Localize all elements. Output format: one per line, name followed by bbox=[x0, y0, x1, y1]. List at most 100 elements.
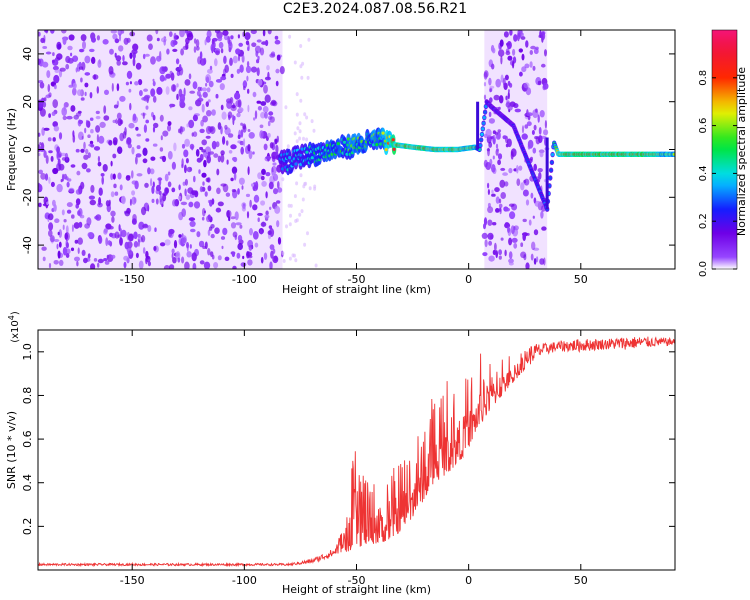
noise-blob bbox=[204, 191, 208, 197]
noise-blob bbox=[519, 71, 523, 77]
noise-blob bbox=[54, 69, 60, 73]
noise-blob bbox=[90, 144, 95, 148]
noise-blob bbox=[202, 207, 206, 217]
noise-blob bbox=[93, 258, 98, 262]
noise-blob bbox=[494, 187, 500, 193]
noise-blob bbox=[113, 104, 119, 109]
noise-blob bbox=[240, 262, 247, 267]
noise-blob bbox=[157, 177, 163, 181]
noise-blob bbox=[89, 199, 97, 206]
noise-blob bbox=[144, 53, 150, 57]
noise-blob bbox=[145, 105, 149, 110]
noise-blob bbox=[67, 57, 74, 64]
noise-blob bbox=[257, 212, 263, 216]
noise-blob bbox=[65, 225, 69, 234]
noise-blob bbox=[58, 259, 64, 266]
noise-blob bbox=[97, 161, 102, 167]
noise-blob bbox=[264, 94, 271, 103]
noise-blob bbox=[235, 48, 241, 55]
signal-core bbox=[305, 150, 309, 154]
noise-blob bbox=[150, 156, 156, 161]
noise-blob bbox=[193, 46, 197, 53]
noise-blob bbox=[503, 31, 509, 38]
noise-blob bbox=[532, 65, 536, 71]
noise-blob bbox=[228, 150, 233, 154]
noise-blob bbox=[85, 148, 89, 155]
noise-blob bbox=[525, 40, 529, 48]
noise-blob bbox=[131, 170, 134, 179]
noise-blob bbox=[68, 187, 75, 193]
noise-blob bbox=[494, 242, 497, 251]
noise-blob bbox=[208, 80, 214, 88]
noise-blob bbox=[498, 203, 503, 208]
sparse-dot bbox=[312, 128, 316, 133]
noise-blob bbox=[231, 114, 235, 121]
noise-blob bbox=[199, 146, 204, 151]
noise-blob bbox=[206, 155, 211, 164]
noise-blob bbox=[211, 198, 215, 205]
noise-blob bbox=[274, 205, 281, 214]
noise-blob bbox=[48, 176, 51, 184]
noise-blob bbox=[146, 34, 153, 42]
noise-blob bbox=[525, 262, 530, 269]
noise-blob bbox=[529, 50, 533, 55]
noise-blob bbox=[488, 255, 495, 262]
noise-blob bbox=[493, 94, 500, 101]
noise-blob bbox=[38, 132, 41, 137]
noise-blob bbox=[42, 256, 46, 262]
noise-blob bbox=[134, 81, 139, 86]
noise-blob bbox=[270, 250, 274, 259]
noise-blob bbox=[483, 94, 487, 100]
noise-blob bbox=[173, 142, 177, 152]
noise-blob bbox=[178, 184, 181, 191]
noise-blob bbox=[54, 84, 57, 90]
noise-blob bbox=[536, 256, 539, 263]
noise-blob bbox=[110, 74, 115, 79]
noise-blob bbox=[247, 46, 250, 51]
noise-blob bbox=[227, 111, 233, 119]
noise-blob bbox=[120, 229, 127, 238]
noise-blob bbox=[162, 130, 169, 137]
sparse-dot bbox=[296, 126, 300, 131]
sparse-dot bbox=[300, 209, 304, 214]
noise-blob bbox=[129, 81, 132, 85]
noise-blob bbox=[237, 242, 243, 251]
noise-blob bbox=[138, 79, 143, 86]
noise-blob bbox=[192, 114, 198, 122]
noise-blob bbox=[126, 70, 133, 79]
signal-core bbox=[484, 104, 488, 109]
noise-blob bbox=[147, 167, 151, 175]
noise-blob bbox=[48, 229, 53, 237]
y-axis-label: SNR (10 * v/v) bbox=[5, 411, 18, 489]
noise-blob bbox=[113, 183, 117, 189]
noise-blob bbox=[110, 191, 115, 198]
noise-blob bbox=[232, 231, 238, 238]
noise-blob bbox=[523, 82, 530, 89]
noise-blob bbox=[65, 63, 70, 70]
noise-blob bbox=[98, 236, 103, 244]
noise-blob bbox=[511, 237, 518, 243]
noise-blob bbox=[204, 241, 208, 250]
noise-blob bbox=[145, 138, 150, 142]
noise-blob bbox=[80, 34, 87, 42]
noise-blob bbox=[189, 167, 192, 171]
noise-blob bbox=[145, 119, 149, 124]
noise-blob bbox=[207, 214, 211, 221]
noise-blob bbox=[272, 162, 277, 166]
noise-blob bbox=[543, 257, 546, 266]
noise-blob bbox=[90, 263, 96, 269]
y-tick-label: 1.0 bbox=[21, 343, 34, 361]
noise-blob bbox=[176, 83, 179, 88]
noise-blob bbox=[155, 198, 159, 205]
noise-blob bbox=[526, 232, 530, 236]
signal-track bbox=[278, 99, 675, 212]
noise-blob bbox=[195, 149, 200, 157]
sparse-dot bbox=[299, 98, 303, 103]
sparse-dot bbox=[295, 112, 299, 117]
noise-blob bbox=[530, 253, 534, 261]
noise-blob bbox=[230, 177, 234, 182]
noise-blob bbox=[237, 134, 241, 140]
noise-blob bbox=[56, 53, 63, 60]
noise-blob bbox=[75, 148, 80, 153]
noise-blob bbox=[192, 131, 198, 137]
